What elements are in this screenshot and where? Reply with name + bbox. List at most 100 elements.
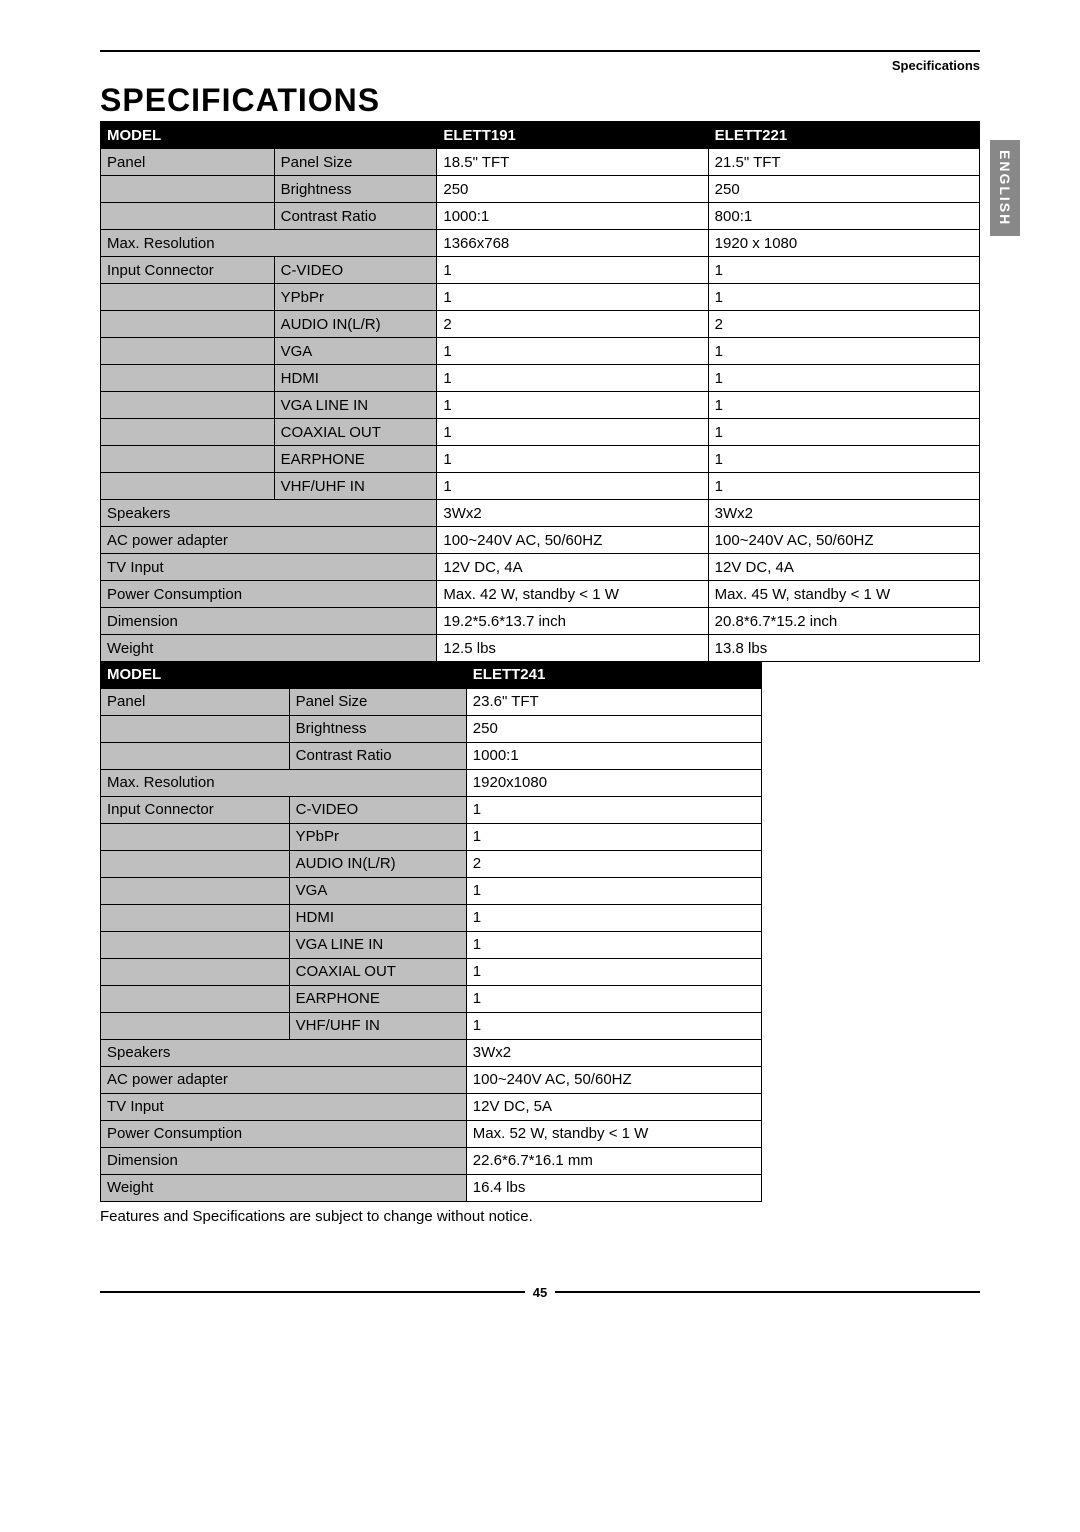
row-label: AC power adapter: [101, 1066, 467, 1093]
row-val-2: 1920 x 1080: [708, 230, 979, 257]
table-header-model: MODEL: [101, 661, 467, 688]
row-val-1: 1: [437, 473, 708, 500]
row-val-1: 12.5 lbs: [437, 635, 708, 662]
spec-table-2: MODELELETT241PanelPanel Size23.6" TFTBri…: [100, 661, 762, 1202]
row-label-a: [101, 392, 275, 419]
row-val-1: 3Wx2: [466, 1039, 761, 1066]
row-val-1: 22.6*6.7*16.1 mm: [466, 1147, 761, 1174]
row-val-1: 1: [466, 796, 761, 823]
row-label-b: Brightness: [274, 176, 437, 203]
row-val-2: 1: [708, 419, 979, 446]
row-label-a: [101, 985, 290, 1012]
row-val-2: 2: [708, 311, 979, 338]
row-label-b: YPbPr: [274, 284, 437, 311]
row-val-2: 250: [708, 176, 979, 203]
row-label: AC power adapter: [101, 527, 437, 554]
row-label: Speakers: [101, 1039, 467, 1066]
row-val-1: Max. 52 W, standby < 1 W: [466, 1120, 761, 1147]
row-label-a: Panel: [101, 688, 290, 715]
row-label-b: AUDIO IN(L/R): [289, 850, 466, 877]
row-val-2: 3Wx2: [708, 500, 979, 527]
row-label: TV Input: [101, 1093, 467, 1120]
row-val-1: 100~240V AC, 50/60HZ: [437, 527, 708, 554]
row-label: TV Input: [101, 554, 437, 581]
row-val-1: 1: [437, 392, 708, 419]
row-label-b: C-VIDEO: [274, 257, 437, 284]
table-header-col1: ELETT191: [437, 122, 708, 149]
row-val-2: 1: [708, 338, 979, 365]
table-header-col2: ELETT221: [708, 122, 979, 149]
row-label-b: Contrast Ratio: [274, 203, 437, 230]
row-label-b: COAXIAL OUT: [289, 958, 466, 985]
row-label-b: Brightness: [289, 715, 466, 742]
row-label-b: EARPHONE: [289, 985, 466, 1012]
row-label-a: [101, 419, 275, 446]
row-label: Power Consumption: [101, 581, 437, 608]
row-label-a: [101, 715, 290, 742]
row-label-a: [101, 958, 290, 985]
row-val-2: 1: [708, 365, 979, 392]
row-label-b: Panel Size: [274, 149, 437, 176]
row-label-b: VGA LINE IN: [274, 392, 437, 419]
row-val-1: 12V DC, 4A: [437, 554, 708, 581]
row-val-1: 1: [466, 877, 761, 904]
row-label: Max. Resolution: [101, 769, 467, 796]
row-val-2: 1: [708, 473, 979, 500]
row-val-1: 3Wx2: [437, 500, 708, 527]
row-label-b: VGA LINE IN: [289, 931, 466, 958]
row-label-a: [101, 931, 290, 958]
row-val-1: 1: [466, 931, 761, 958]
row-val-1: 19.2*5.6*13.7 inch: [437, 608, 708, 635]
row-val-1: 1: [466, 985, 761, 1012]
row-label-a: [101, 473, 275, 500]
row-label-b: EARPHONE: [274, 446, 437, 473]
row-val-1: 1: [437, 419, 708, 446]
row-val-1: 1: [466, 958, 761, 985]
row-label-a: [101, 176, 275, 203]
row-val-1: 18.5" TFT: [437, 149, 708, 176]
row-label-b: Panel Size: [289, 688, 466, 715]
row-label: Dimension: [101, 1147, 467, 1174]
footer-rule: 45: [100, 1285, 980, 1300]
row-val-2: 20.8*6.7*15.2 inch: [708, 608, 979, 635]
row-label: Speakers: [101, 500, 437, 527]
row-val-1: 1: [437, 284, 708, 311]
row-label: Weight: [101, 1174, 467, 1201]
row-val-1: 1: [437, 338, 708, 365]
row-label: Max. Resolution: [101, 230, 437, 257]
row-label-a: [101, 203, 275, 230]
row-label-b: AUDIO IN(L/R): [274, 311, 437, 338]
row-label-a: Input Connector: [101, 796, 290, 823]
row-val-1: 1: [466, 823, 761, 850]
row-label-b: YPbPr: [289, 823, 466, 850]
page-number: 45: [533, 1285, 547, 1300]
row-label-b: Contrast Ratio: [289, 742, 466, 769]
row-val-1: 1366x768: [437, 230, 708, 257]
row-label: Power Consumption: [101, 1120, 467, 1147]
row-val-1: 100~240V AC, 50/60HZ: [466, 1066, 761, 1093]
row-label-b: VGA: [289, 877, 466, 904]
row-val-1: 23.6" TFT: [466, 688, 761, 715]
row-label-a: Panel: [101, 149, 275, 176]
row-label-b: C-VIDEO: [289, 796, 466, 823]
row-val-1: 12V DC, 5A: [466, 1093, 761, 1120]
row-label-b: HDMI: [274, 365, 437, 392]
row-label-a: [101, 904, 290, 931]
row-label-a: [101, 823, 290, 850]
page-title: SPECIFICATIONS: [100, 82, 980, 119]
row-val-2: Max. 45 W, standby < 1 W: [708, 581, 979, 608]
row-val-1: 1: [437, 446, 708, 473]
row-val-1: 1000:1: [466, 742, 761, 769]
row-label-a: [101, 365, 275, 392]
row-val-1: 250: [437, 176, 708, 203]
row-label-b: VGA: [274, 338, 437, 365]
row-val-1: Max. 42 W, standby < 1 W: [437, 581, 708, 608]
row-val-2: 1: [708, 392, 979, 419]
row-label: Dimension: [101, 608, 437, 635]
row-val-1: 1: [437, 257, 708, 284]
row-val-1: 2: [466, 850, 761, 877]
header-rule: Specifications: [100, 50, 980, 52]
table-header-model: MODEL: [101, 122, 437, 149]
row-label-a: [101, 284, 275, 311]
header-label: Specifications: [892, 58, 980, 73]
